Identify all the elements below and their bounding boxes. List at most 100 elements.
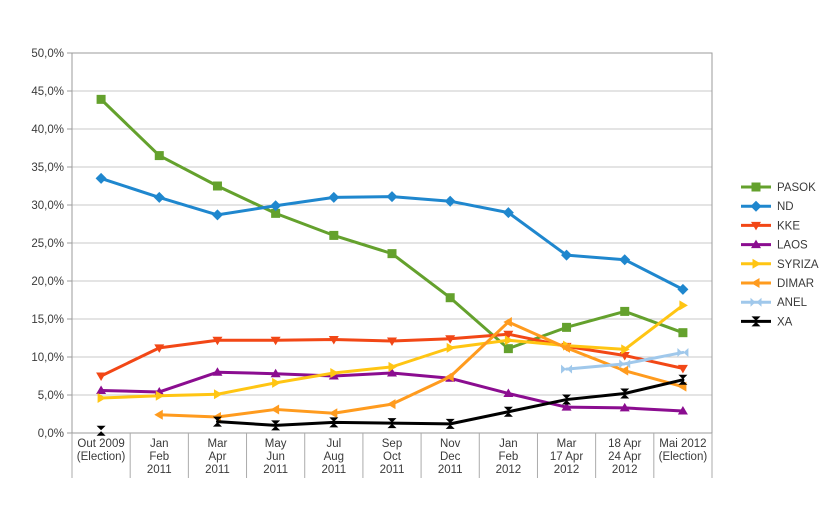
series-marker-nd: [211, 209, 223, 221]
series-marker-laos: [270, 368, 281, 378]
series-marker-syriza: [621, 344, 630, 355]
series-marker-xa: [503, 406, 513, 412]
series-marker-xa: [678, 380, 688, 385]
series-line-anel: [565, 350, 685, 371]
series-marker-pasok: [154, 151, 164, 161]
x-axis-category-label: 2011: [147, 464, 172, 476]
series-marker-syriza: [97, 393, 107, 404]
series-marker-syriza: [679, 300, 688, 311]
x-axis-category-label: 2011: [380, 464, 405, 476]
series-marker-syriza: [504, 335, 514, 346]
series-marker-pasok: [212, 181, 222, 191]
x-axis-category-label: 24 Apr: [608, 451, 641, 463]
y-axis-label: 5,0%: [38, 390, 64, 402]
series-marker-nd: [444, 195, 456, 207]
series-marker-xa: [562, 400, 572, 405]
legend-marker-bowtie-v-icon: [751, 321, 761, 327]
series-marker-dimar: [561, 342, 571, 353]
x-axis-category-label: 2011: [321, 464, 346, 476]
series-line-pasok: [99, 97, 685, 351]
x-axis-category-label: Mar: [208, 438, 228, 450]
y-axis-label: 25,0%: [31, 238, 64, 250]
series-marker-xa: [562, 394, 572, 400]
x-axis-category-label: Feb: [498, 451, 518, 463]
y-axis-label: 35,0%: [31, 162, 64, 174]
legend-marker-triangle-right-icon: [752, 258, 761, 269]
series-marker-xa: [445, 418, 455, 424]
series-marker-laos: [212, 367, 223, 376]
series-marker-kke: [154, 344, 165, 353]
x-axis-category-label: Jan: [499, 438, 518, 450]
series-marker-syriza: [446, 342, 456, 353]
series-marker-kke: [445, 335, 456, 344]
x-axis-category-label: Oct: [383, 451, 402, 463]
series-marker-pasok: [562, 322, 572, 332]
series-marker-xa: [212, 422, 222, 427]
x-axis-category-label: Mar: [557, 438, 577, 450]
series-marker-dimar: [328, 408, 338, 419]
series-marker-xa: [387, 423, 397, 429]
series-marker-dimar: [445, 371, 454, 382]
series-marker-pasok: [96, 94, 106, 104]
series-marker-xa: [212, 416, 222, 422]
series-marker-nd: [270, 200, 282, 212]
series-marker-syriza: [213, 389, 223, 400]
legend-label: XA: [777, 316, 793, 328]
series-marker-syriza: [388, 361, 397, 372]
series-marker-dimar: [503, 317, 512, 328]
y-axis-label: 30,0%: [31, 200, 64, 212]
series-marker-xa: [620, 388, 630, 393]
x-axis-category-label: 2012: [554, 464, 580, 476]
series-marker-anel: [625, 359, 631, 369]
series-marker-xa: [96, 425, 106, 431]
series-marker-dimar: [619, 365, 629, 376]
series-marker-pasok: [620, 306, 630, 316]
series-marker-xa: [678, 374, 688, 380]
series-marker-pasok: [445, 293, 455, 303]
series-marker-dimar: [387, 399, 396, 410]
x-axis-category-label: 2011: [438, 464, 463, 476]
x-axis-category-label: Sep: [382, 438, 402, 450]
series-marker-xa: [271, 420, 281, 425]
series-marker-anel: [683, 347, 689, 357]
y-axis-label: 20,0%: [31, 276, 64, 288]
x-axis-category-label: Dec: [440, 451, 461, 463]
x-axis-category-label: 2012: [612, 464, 638, 476]
series-marker-kke: [212, 336, 223, 346]
series-marker-kke: [328, 336, 339, 345]
x-axis-category-label: 2011: [205, 464, 230, 476]
y-axis-label: 15,0%: [31, 314, 64, 326]
legend-label: KKE: [777, 220, 800, 232]
x-axis-category-label: Nov: [440, 438, 461, 450]
series-marker-anel: [561, 364, 567, 374]
series-marker-syriza: [155, 390, 165, 401]
series-marker-kke: [270, 336, 281, 346]
x-axis-category-label: Feb: [149, 451, 169, 463]
legend-label: LAOS: [777, 240, 808, 252]
series-marker-laos: [561, 402, 572, 411]
x-axis-category-label: Jul: [326, 438, 341, 450]
legend-label: PASOK: [777, 182, 816, 194]
series-marker-nd: [153, 191, 165, 203]
x-axis-category-label: 17 Apr: [550, 451, 583, 463]
legend-marker-bowtie-v-icon: [751, 316, 761, 321]
legend-label: ND: [777, 201, 794, 213]
series-line-xa: [215, 378, 685, 427]
series-marker-xa: [503, 412, 513, 417]
series-marker-kke: [503, 330, 514, 340]
series-marker-nd: [328, 191, 340, 203]
series-marker-nd: [95, 172, 107, 184]
x-axis-category-label: 2012: [496, 464, 522, 476]
series-marker-anel: [677, 347, 683, 357]
legend-label: DIMAR: [777, 278, 814, 290]
legend-marker-triangle-up-icon: [751, 239, 761, 249]
x-axis-category-label: 2011: [263, 464, 288, 476]
series-marker-pasok: [329, 230, 339, 240]
x-axis-category-label: Aug: [324, 451, 344, 463]
series-marker-nd: [677, 283, 689, 295]
series-marker-syriza: [330, 367, 339, 378]
series-marker-xa: [445, 424, 455, 429]
legend-label: ANEL: [777, 297, 808, 309]
x-axis-category-label: Apr: [209, 451, 227, 463]
x-axis-category-label: May: [265, 438, 287, 450]
